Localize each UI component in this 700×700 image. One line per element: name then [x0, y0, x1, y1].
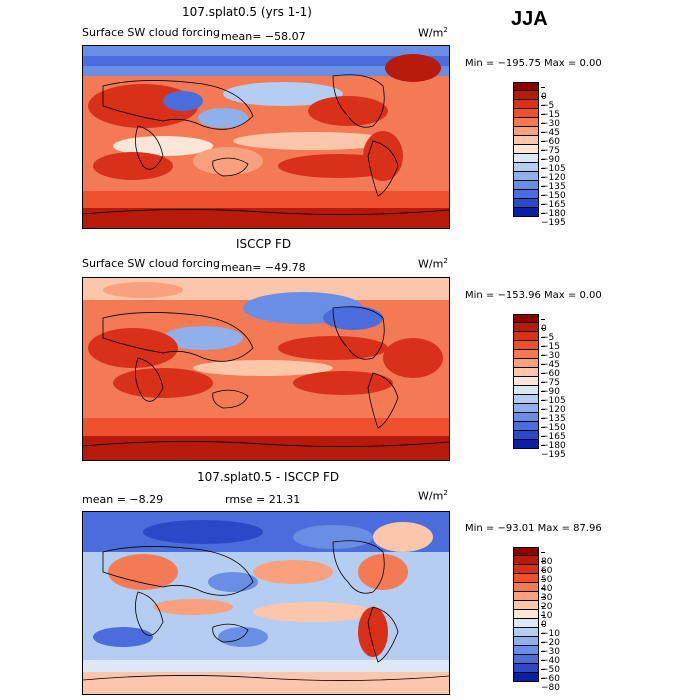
colorbar-swatch — [513, 664, 539, 673]
colorbar-swatch — [513, 395, 539, 404]
colorbar-swatch — [513, 592, 539, 601]
colorbar-swatch — [513, 127, 539, 136]
panel2-map — [82, 277, 450, 461]
colorbar-swatch — [513, 610, 539, 619]
panel1-colorbar — [513, 82, 539, 217]
colorbar-swatch — [513, 154, 539, 163]
colorbar-tick-label: −80 — [541, 675, 560, 693]
colorbar-swatch — [513, 646, 539, 655]
panel2-minmax: Min = −153.96 Max = 0.00 — [465, 290, 602, 301]
panel1-map — [82, 45, 450, 229]
panel3-minmax: Min = −93.01 Max = 87.96 — [465, 523, 602, 534]
panel3-map — [82, 511, 450, 695]
colorbar-swatch — [513, 404, 539, 413]
colorbar-swatch — [513, 655, 539, 664]
colorbar-swatch — [513, 583, 539, 592]
colorbar-swatch — [513, 163, 539, 172]
panel1-title: 107.splat0.5 (yrs 1-1) — [182, 5, 312, 19]
colorbar-swatch — [513, 145, 539, 154]
panel1-field-name: Surface SW cloud forcing — [82, 26, 220, 39]
colorbar-swatch — [513, 172, 539, 181]
colorbar-swatch — [513, 82, 539, 91]
colorbar-tick-label: −195 — [541, 210, 566, 228]
colorbar-swatch — [513, 332, 539, 341]
season-label: JJA — [511, 8, 548, 30]
colorbar-swatch — [513, 574, 539, 583]
colorbar-swatch — [513, 109, 539, 118]
panel1-units: W/m2 — [418, 26, 448, 40]
colorbar-swatch — [513, 547, 539, 556]
colorbar-swatch — [513, 413, 539, 422]
colorbar-swatch — [513, 673, 539, 682]
colorbar-swatch — [513, 359, 539, 368]
panel2-field-name: Surface SW cloud forcing — [82, 257, 220, 270]
colorbar-swatch — [513, 190, 539, 199]
colorbar-swatch — [513, 118, 539, 127]
colorbar-swatch — [513, 350, 539, 359]
colorbar-swatch — [513, 431, 539, 440]
colorbar-swatch — [513, 637, 539, 646]
panel1-mean: mean= −58.07 — [221, 30, 306, 43]
colorbar-swatch — [513, 422, 539, 431]
colorbar-swatch — [513, 377, 539, 386]
colorbar-swatch — [513, 556, 539, 565]
colorbar-swatch — [513, 314, 539, 323]
panel1-minmax: Min = −195.75 Max = 0.00 — [465, 58, 602, 69]
colorbar-tick-label: −195 — [541, 442, 566, 460]
panel3-title: 107.splat0.5 - ISCCP FD — [197, 470, 340, 484]
colorbar-swatch — [513, 91, 539, 100]
colorbar-swatch — [513, 565, 539, 574]
colorbar-swatch — [513, 208, 539, 217]
colorbar-swatch — [513, 368, 539, 377]
colorbar-swatch — [513, 136, 539, 145]
panel2-title: ISCCP FD — [236, 237, 292, 251]
colorbar-swatch — [513, 386, 539, 395]
panel2-units: W/m2 — [418, 257, 448, 271]
colorbar-swatch — [513, 341, 539, 350]
colorbar-swatch — [513, 619, 539, 628]
colorbar-swatch — [513, 628, 539, 637]
panel3-colorbar — [513, 547, 539, 682]
colorbar-swatch — [513, 181, 539, 190]
colorbar-swatch — [513, 323, 539, 332]
panel2-mean: mean= −49.78 — [221, 261, 306, 274]
colorbar-swatch — [513, 100, 539, 109]
panel3-rmse: rmse = 21.31 — [225, 493, 301, 506]
colorbar-swatch — [513, 440, 539, 449]
panel2-colorbar — [513, 314, 539, 449]
panel3-mean: mean = −8.29 — [82, 493, 164, 506]
panel3-units: W/m2 — [418, 489, 448, 503]
colorbar-swatch — [513, 199, 539, 208]
colorbar-swatch — [513, 601, 539, 610]
